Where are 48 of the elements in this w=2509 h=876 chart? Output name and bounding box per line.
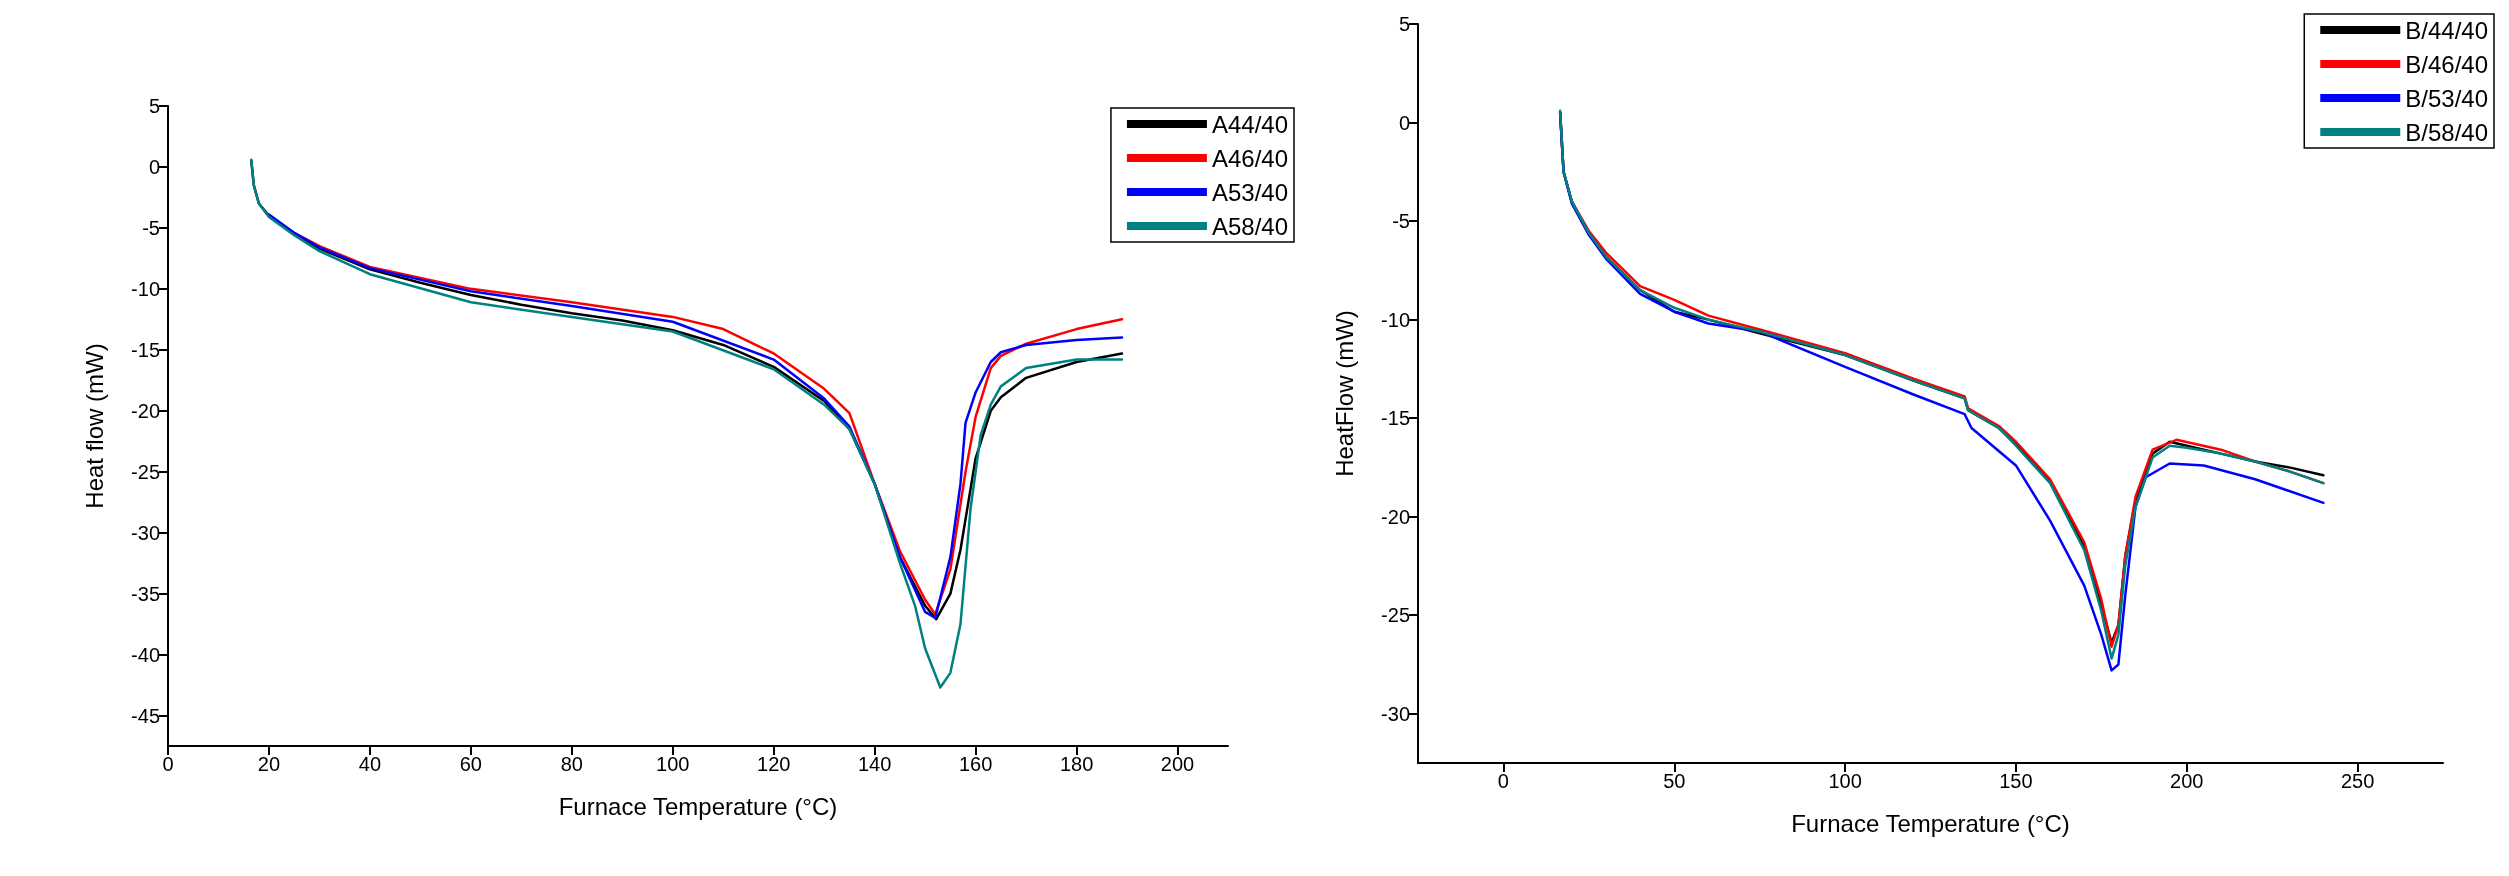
x-tick-label: 200 <box>2170 770 2204 792</box>
x-tick-label: 40 <box>358 753 382 775</box>
legend-label: A58/40 <box>1211 212 1289 240</box>
legend-label: B/58/40 <box>2405 118 2488 146</box>
x-tick-label: 0 <box>1497 770 1509 792</box>
y-tick-label: -35 <box>131 582 160 605</box>
legend-label: B/46/40 <box>2405 50 2488 78</box>
y-tick-label: 0 <box>148 155 160 178</box>
y-tick-label: -5 <box>142 216 160 239</box>
x-tick-label: 180 <box>1059 753 1094 775</box>
y-tick-label: 5 <box>148 95 160 117</box>
y-tick-label: -15 <box>1381 407 1410 430</box>
x-tick-label: 100 <box>1828 770 1862 792</box>
y-tick-label: -30 <box>131 521 160 544</box>
x-tick-label: 140 <box>857 753 892 775</box>
y-tick-label: -25 <box>1381 604 1410 627</box>
legend-label: A53/40 <box>1211 178 1289 206</box>
y-tick-label: -10 <box>131 277 160 300</box>
legend-label: B/53/40 <box>2405 84 2488 112</box>
x-tick-label: 20 <box>257 753 281 775</box>
x-axis-title: Furnace Temperature (°C) <box>1791 809 2070 837</box>
y-tick-label: -45 <box>131 704 160 727</box>
x-tick-label: 0 <box>162 753 174 775</box>
y-tick-label: 0 <box>1398 111 1410 134</box>
y-tick-label: -15 <box>131 338 160 361</box>
y-tick-label: -10 <box>1381 308 1410 331</box>
legend-label: B/44/40 <box>2405 16 2488 44</box>
y-tick-label: -20 <box>131 399 160 422</box>
x-tick-label: 200 <box>1160 753 1195 775</box>
x-tick-label: 80 <box>560 753 583 775</box>
x-tick-label: 250 <box>2340 770 2375 792</box>
y-tick-label: -25 <box>131 460 160 483</box>
legend-label: A46/40 <box>1211 144 1289 172</box>
x-tick-label: 160 <box>958 753 993 775</box>
y-axis-title: Heat flow (mW) <box>80 343 108 509</box>
x-tick-label: 60 <box>459 753 482 775</box>
legend-label: A44/40 <box>1211 110 1289 138</box>
y-tick-label: -40 <box>131 643 160 666</box>
y-tick-label: -20 <box>1381 505 1410 528</box>
x-tick-label: 120 <box>757 753 791 775</box>
y-axis-title: HeatFlow (mW) <box>1330 310 1358 477</box>
x-axis-title: Furnace Temperature (°C) <box>558 792 838 820</box>
y-tick-label: -30 <box>1381 702 1410 725</box>
x-tick-label: 150 <box>1999 770 2033 792</box>
x-tick-label: 50 <box>1663 770 1686 792</box>
y-tick-label: 5 <box>1398 13 1410 35</box>
x-tick-label: 100 <box>656 753 690 775</box>
y-tick-label: -5 <box>1392 210 1410 233</box>
